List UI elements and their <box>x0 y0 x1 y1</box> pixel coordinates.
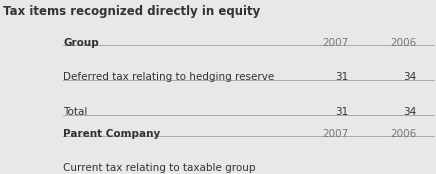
Text: 2006: 2006 <box>390 129 416 139</box>
Text: 2006: 2006 <box>390 38 416 48</box>
Text: 31: 31 <box>336 107 349 117</box>
Text: 2007: 2007 <box>323 129 349 139</box>
Text: Total: Total <box>63 107 88 117</box>
Text: Current tax relating to taxable group: Current tax relating to taxable group <box>63 163 256 173</box>
Text: 34: 34 <box>403 107 416 117</box>
Text: 31: 31 <box>336 72 349 82</box>
Text: Deferred tax relating to hedging reserve: Deferred tax relating to hedging reserve <box>63 72 275 82</box>
Text: Group: Group <box>63 38 99 48</box>
Text: Parent Company: Parent Company <box>63 129 160 139</box>
Text: Tax items recognized directly in equity: Tax items recognized directly in equity <box>3 5 261 18</box>
Text: 2007: 2007 <box>323 38 349 48</box>
Text: 34: 34 <box>403 72 416 82</box>
